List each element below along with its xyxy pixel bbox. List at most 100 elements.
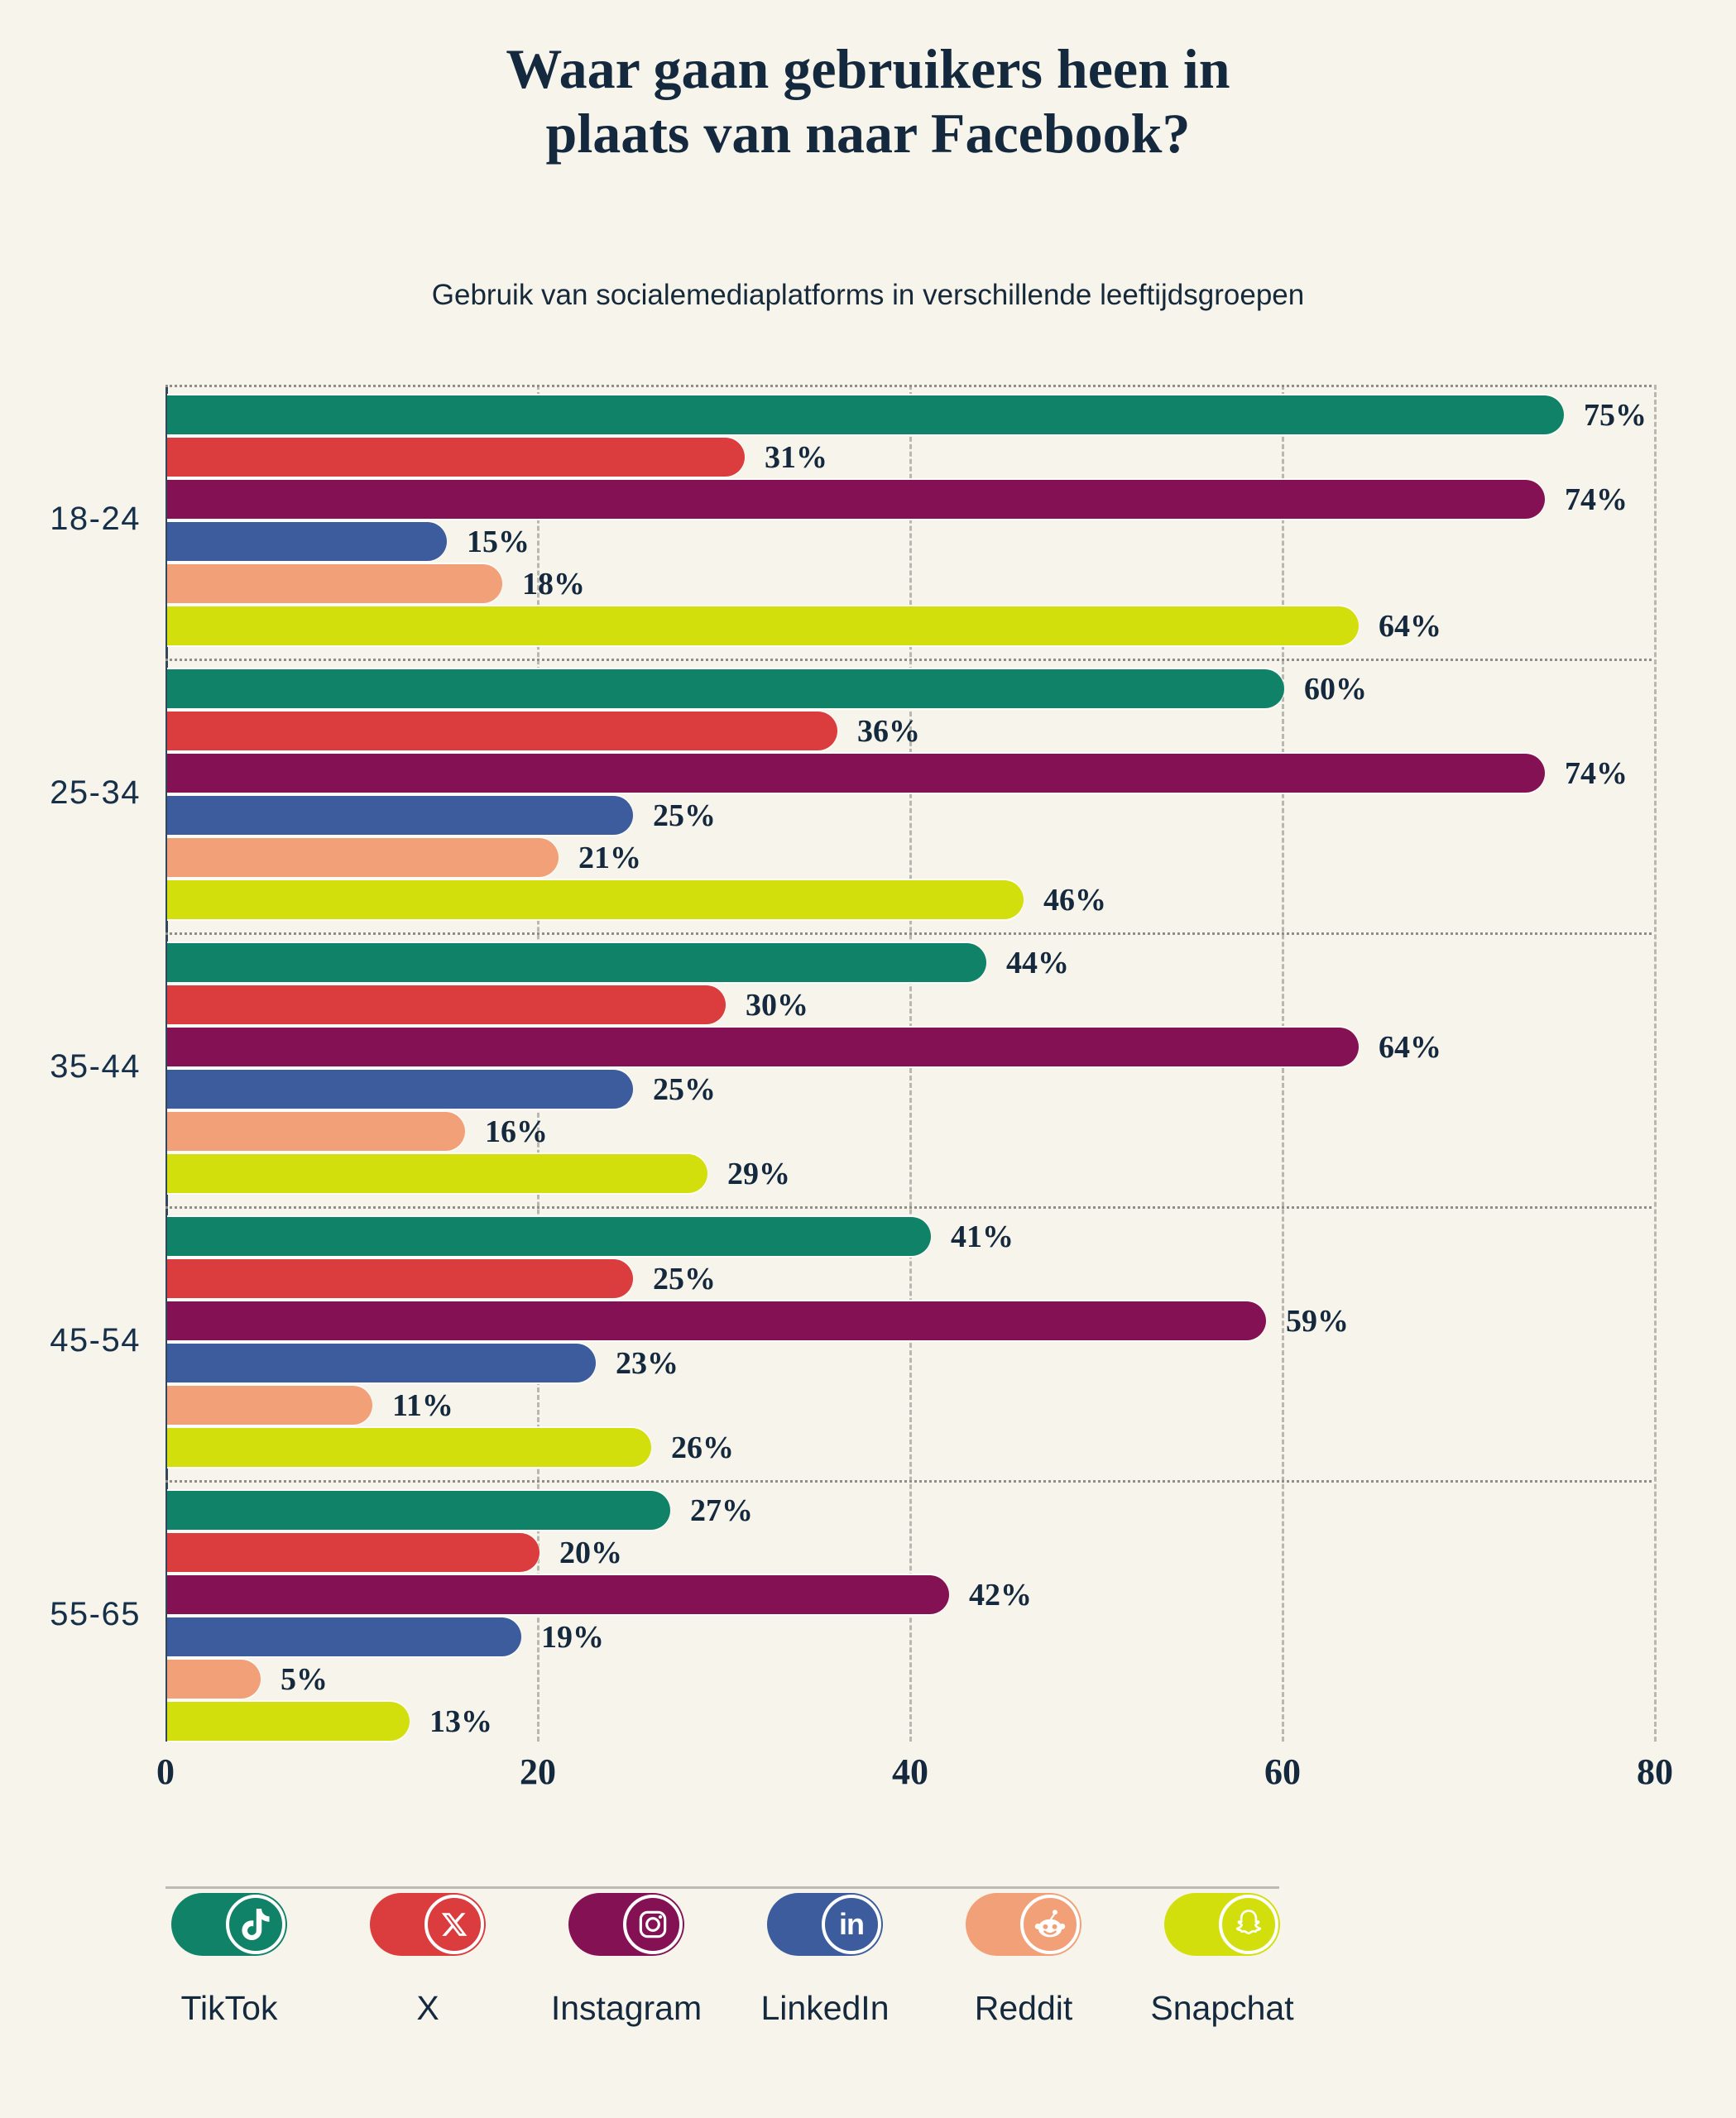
x-icon <box>424 1895 484 1954</box>
bar-value-label-x-18-24: 31% <box>765 440 827 475</box>
bar-x-55-65 <box>167 1533 540 1572</box>
linkedin-pill-swatch: in <box>767 1893 883 1956</box>
bar-instagram-25-34 <box>167 754 1545 793</box>
x-tick-label-20: 20 <box>520 1751 556 1792</box>
bar-reddit-45-54 <box>167 1386 372 1425</box>
bar-instagram-18-24 <box>167 480 1545 519</box>
legend-label-x: X <box>416 1989 439 2027</box>
instagram-pill-swatch <box>568 1893 684 1956</box>
bar-value-label-linkedin-25-34: 25% <box>653 798 716 833</box>
bar-snapchat-55-65 <box>167 1702 410 1741</box>
bar-value-label-x-45-54: 25% <box>653 1262 716 1296</box>
group-separator-3 <box>165 1206 1652 1209</box>
bar-snapchat-45-54 <box>167 1428 651 1467</box>
group-separator-1 <box>165 659 1652 661</box>
age-group-label-35-44: 35-44 <box>50 1048 141 1085</box>
x-tick-label-80: 80 <box>1637 1751 1673 1792</box>
legend-item-reddit: Reddit <box>933 1893 1115 2028</box>
x-tick-label-60: 60 <box>1264 1751 1301 1792</box>
bar-x-45-54 <box>167 1259 633 1298</box>
page-title-line-1: Waar gaan gebruikers heen in <box>506 37 1230 100</box>
tiktok-icon <box>226 1895 285 1954</box>
snapchat-pill-swatch <box>1164 1893 1280 1956</box>
instagram-icon <box>623 1895 683 1954</box>
bar-tiktok-25-34 <box>167 669 1284 708</box>
bar-value-label-reddit-55-65: 5% <box>281 1662 328 1697</box>
bar-value-label-reddit-25-34: 21% <box>578 841 641 875</box>
bar-value-label-snapchat-35-44: 29% <box>727 1157 790 1191</box>
legend-item-tiktok: TikTok <box>138 1893 320 2028</box>
legend-label-snapchat: Snapchat <box>1150 1989 1294 2027</box>
bar-instagram-35-44 <box>167 1028 1359 1066</box>
bar-value-label-x-25-34: 36% <box>857 714 920 749</box>
page-title-line-2: plaats van naar Facebook? <box>545 102 1191 165</box>
x-pill-swatch <box>370 1893 486 1956</box>
group-separator-4 <box>165 1480 1652 1483</box>
bar-value-label-reddit-35-44: 16% <box>485 1114 548 1149</box>
bar-linkedin-45-54 <box>167 1344 596 1382</box>
bar-instagram-45-54 <box>167 1301 1266 1340</box>
group-separator-2 <box>165 932 1652 935</box>
age-group-label-25-34: 25-34 <box>50 774 141 811</box>
bar-snapchat-35-44 <box>167 1154 707 1193</box>
bar-value-label-tiktok-18-24: 75% <box>1584 398 1647 433</box>
legend-label-instagram: Instagram <box>550 1989 703 2027</box>
age-group-label-18-24: 18-24 <box>50 501 141 537</box>
page-title: Waar gaan gebruikers heen in plaats van … <box>0 36 1736 165</box>
snapchat-icon <box>1219 1895 1278 1954</box>
legend-label-reddit: Reddit <box>974 1989 1073 2027</box>
bar-tiktok-35-44 <box>167 943 986 982</box>
bar-snapchat-25-34 <box>167 880 1024 919</box>
age-group-label-45-54: 45-54 <box>50 1322 141 1358</box>
bar-value-label-linkedin-45-54: 23% <box>616 1346 679 1381</box>
bar-tiktok-45-54 <box>167 1217 931 1256</box>
legend-divider <box>165 1886 1279 1889</box>
bar-value-label-snapchat-45-54: 26% <box>671 1430 734 1465</box>
bar-value-label-tiktok-35-44: 44% <box>1006 946 1069 980</box>
page-subtitle: Gebruik van socialemediaplatforms in ver… <box>431 279 1305 311</box>
bar-linkedin-55-65 <box>167 1617 521 1656</box>
bar-tiktok-55-65 <box>167 1491 670 1530</box>
group-separator-0 <box>165 385 1652 387</box>
age-group-label-55-65: 55-65 <box>50 1596 141 1632</box>
bar-value-label-linkedin-18-24: 15% <box>467 525 530 559</box>
linkedin-icon: in <box>822 1895 881 1954</box>
bar-reddit-55-65 <box>167 1660 261 1699</box>
bar-value-label-tiktok-25-34: 60% <box>1304 672 1367 707</box>
bar-value-label-snapchat-25-34: 46% <box>1043 883 1106 918</box>
bar-x-18-24 <box>167 438 745 477</box>
bar-value-label-instagram-35-44: 64% <box>1379 1030 1441 1065</box>
legend-item-linkedin: in LinkedIn <box>734 1893 916 2028</box>
bar-instagram-55-65 <box>167 1575 949 1614</box>
bar-reddit-35-44 <box>167 1112 465 1151</box>
bar-x-35-44 <box>167 985 726 1024</box>
bar-value-label-reddit-18-24: 18% <box>522 567 585 601</box>
legend-label-tiktok: TikTok <box>180 1989 278 2027</box>
bar-value-label-instagram-18-24: 74% <box>1565 482 1628 517</box>
legend-item-snapchat: Snapchat <box>1131 1893 1313 2028</box>
bar-value-label-instagram-55-65: 42% <box>969 1578 1032 1612</box>
bar-value-label-x-35-44: 30% <box>746 988 808 1023</box>
gridline-80 <box>1654 385 1657 1742</box>
bar-value-label-linkedin-55-65: 19% <box>541 1620 604 1655</box>
y-axis-line <box>165 385 168 1742</box>
bar-value-label-linkedin-35-44: 25% <box>653 1072 716 1107</box>
bar-value-label-reddit-45-54: 11% <box>392 1388 453 1423</box>
bar-linkedin-35-44 <box>167 1070 633 1109</box>
bar-value-label-snapchat-55-65: 13% <box>429 1704 492 1739</box>
bar-value-label-snapchat-18-24: 64% <box>1379 609 1441 644</box>
x-tick-label-0: 0 <box>156 1751 175 1792</box>
legend-item-x: X <box>337 1893 519 2028</box>
bar-reddit-25-34 <box>167 838 559 877</box>
linkedin-in-text: in <box>839 1907 865 1941</box>
bar-value-label-instagram-25-34: 74% <box>1565 756 1628 791</box>
reddit-icon <box>1020 1895 1080 1954</box>
bar-tiktok-18-24 <box>167 395 1564 434</box>
legend-label-linkedin: LinkedIn <box>760 1989 890 2027</box>
bar-value-label-tiktok-45-54: 41% <box>951 1220 1014 1254</box>
bar-x-25-34 <box>167 712 837 750</box>
bar-value-label-x-55-65: 20% <box>559 1536 622 1570</box>
bar-value-label-tiktok-55-65: 27% <box>690 1493 753 1528</box>
